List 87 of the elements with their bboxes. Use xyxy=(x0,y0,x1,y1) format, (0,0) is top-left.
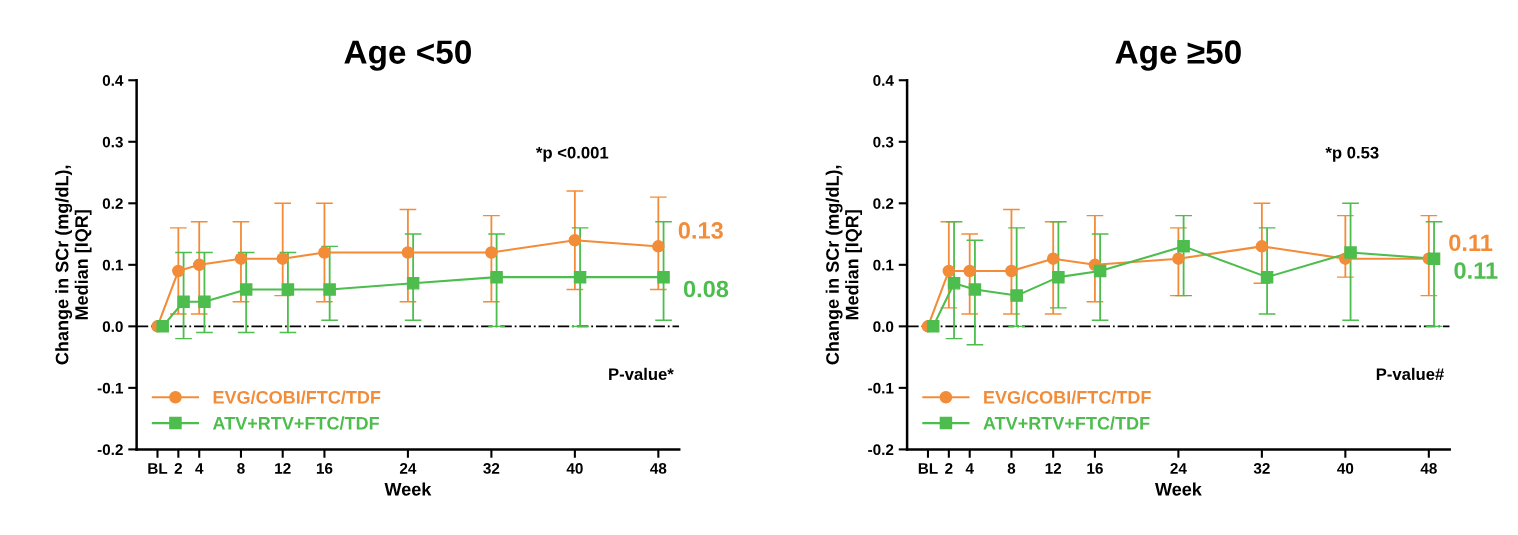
legend-label: ATV+RTV+FTC/TDF xyxy=(212,416,379,430)
x-tick-label: 12 xyxy=(1045,463,1062,474)
point xyxy=(1172,252,1185,265)
y-axis-title: Change in SCr (mg/dL), Median [IQR] xyxy=(55,165,92,365)
y-tick-label: 0.0 xyxy=(102,321,123,333)
y-tick-label: -0.2 xyxy=(97,444,123,456)
point xyxy=(1427,252,1441,265)
y-tick-label: 0.4 xyxy=(102,75,124,86)
point xyxy=(926,320,940,333)
point xyxy=(1046,252,1060,265)
point xyxy=(198,295,211,308)
data-label: 0.11 xyxy=(1454,262,1498,279)
x-axis-title: Week xyxy=(1154,482,1202,496)
point xyxy=(1052,270,1065,284)
point xyxy=(1255,240,1269,253)
x-axis-title: Week xyxy=(384,482,432,496)
y-tick-label: -0.2 xyxy=(868,444,894,456)
annotation: P-value* xyxy=(609,367,674,381)
y-tick-label: 0.0 xyxy=(873,321,894,333)
legend-label: EVG/COBI/FTC/TDF xyxy=(213,390,381,404)
point xyxy=(657,270,670,284)
x-tick-label: 32 xyxy=(1253,463,1270,474)
point xyxy=(1093,264,1107,278)
point xyxy=(1260,270,1274,284)
chart-title: Age <50 xyxy=(344,40,471,71)
point xyxy=(1010,289,1023,302)
annotation: P-value# xyxy=(1376,367,1444,381)
point xyxy=(172,264,185,278)
legend-label: ATV+RTV+FTC/TDF xyxy=(983,416,1150,430)
x-tick-label: 40 xyxy=(1337,463,1354,474)
x-tick-label: 2 xyxy=(174,463,182,474)
x-tick-label: 8 xyxy=(237,463,245,474)
x-tick-label: 40 xyxy=(566,463,583,474)
x-tick-label: 48 xyxy=(650,463,667,474)
point xyxy=(281,283,295,296)
y-tick-label: 0.3 xyxy=(873,136,894,148)
point xyxy=(234,252,248,265)
legend-label: EVG/COBI/FTC/TDF xyxy=(984,390,1151,404)
point xyxy=(573,270,587,284)
point xyxy=(177,295,190,308)
point xyxy=(947,277,961,290)
point xyxy=(490,270,503,284)
point xyxy=(276,252,289,265)
point xyxy=(239,283,253,296)
point xyxy=(323,283,336,296)
x-tick-label: BL xyxy=(918,463,938,474)
x-tick-label: 32 xyxy=(483,463,500,474)
chart-title: Age ≥50 xyxy=(1115,40,1241,71)
data-label: 0.13 xyxy=(678,222,723,239)
y-tick-label: 0.2 xyxy=(102,198,123,209)
point xyxy=(568,233,582,247)
y-tick-label: -0.1 xyxy=(868,382,894,394)
x-tick-label: 12 xyxy=(275,463,291,474)
x-tick-label: 4 xyxy=(195,463,204,474)
x-tick-label: 4 xyxy=(965,463,974,474)
point xyxy=(485,246,498,259)
y-tick-label: 0.2 xyxy=(873,198,894,209)
annotation: *p <0.001 xyxy=(535,146,609,162)
y-tick-label: 0.4 xyxy=(873,75,894,86)
point xyxy=(318,246,331,259)
annotation: *p 0.53 xyxy=(1325,146,1379,162)
point xyxy=(942,264,956,278)
x-tick-label: 48 xyxy=(1420,463,1437,474)
data-label: 0.08 xyxy=(683,280,729,298)
x-tick-label: BL xyxy=(148,463,168,474)
point xyxy=(192,258,206,272)
x-tick-label: 16 xyxy=(316,463,333,474)
y-tick-label: 0.1 xyxy=(102,259,123,271)
x-tick-label: 24 xyxy=(399,463,417,474)
y-axis-title: Change in SCr (mg/dL), Median [IQR] xyxy=(825,165,863,365)
point xyxy=(1344,246,1357,259)
point xyxy=(1005,264,1018,278)
point xyxy=(652,240,665,253)
point xyxy=(156,320,169,333)
point xyxy=(401,246,415,259)
x-tick-label: 16 xyxy=(1087,463,1103,474)
point xyxy=(406,277,420,290)
x-tick-label: 24 xyxy=(1170,463,1187,474)
data-label: 0.11 xyxy=(1449,234,1493,252)
x-tick-label: 2 xyxy=(945,463,953,474)
point xyxy=(968,283,982,296)
point xyxy=(1177,240,1190,253)
y-tick-label: 0.3 xyxy=(102,136,123,148)
y-tick-label: 0.1 xyxy=(873,259,894,271)
point xyxy=(963,264,976,278)
x-tick-label: 8 xyxy=(1007,463,1016,474)
y-tick-label: -0.1 xyxy=(97,382,123,394)
